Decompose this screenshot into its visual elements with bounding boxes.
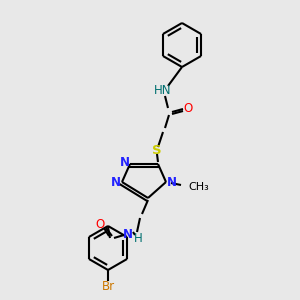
Text: N: N [120, 157, 130, 169]
Text: O: O [183, 101, 193, 115]
Text: CH₃: CH₃ [188, 182, 209, 192]
Text: Br: Br [101, 280, 115, 292]
Text: O: O [95, 218, 105, 230]
Text: HN: HN [154, 83, 172, 97]
Text: H: H [134, 232, 142, 245]
Text: N: N [111, 176, 121, 188]
Text: S: S [152, 143, 162, 157]
Text: N: N [167, 176, 177, 188]
Text: N: N [123, 229, 133, 242]
